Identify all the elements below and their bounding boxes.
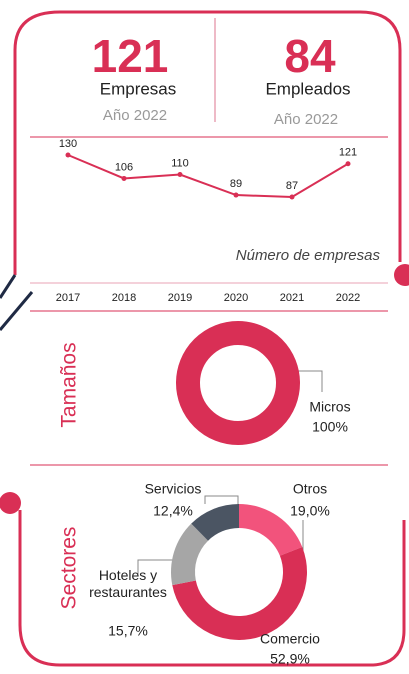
category-label: Hoteles y restaurantes <box>89 567 167 600</box>
frame-bottom <box>18 510 406 667</box>
section-title: Sectores <box>58 527 81 610</box>
kpi-value: 121 <box>92 30 169 82</box>
donut-slice <box>172 546 307 641</box>
kpi-label: Empresas <box>100 79 177 98</box>
value-label: 15,7% <box>108 623 148 639</box>
x-tick-label: 2021 <box>280 292 304 304</box>
point <box>345 161 351 167</box>
frame-diagonal <box>0 291 34 331</box>
kpi-year: Año 2022 <box>103 107 167 124</box>
leader-line <box>137 559 178 574</box>
donut-slice <box>176 321 300 445</box>
data-label: 87 <box>286 180 298 192</box>
frame-top <box>13 10 402 275</box>
frame-diagonal <box>0 274 17 299</box>
category-label: Servicios <box>145 481 202 497</box>
x-tick-label: 2017 <box>56 292 80 304</box>
dot <box>0 492 21 514</box>
x-tick-label: 2019 <box>168 292 192 304</box>
point <box>177 172 183 178</box>
point <box>289 194 295 200</box>
category-label: Hoteles y restaurantes <box>89 567 167 600</box>
value-label: 19,0% <box>290 503 330 519</box>
data-label: 121 <box>339 147 357 159</box>
point <box>121 175 127 181</box>
category-label: Micros <box>309 399 350 415</box>
value-label: 12,4% <box>153 503 193 519</box>
data-label: 130 <box>59 138 77 150</box>
data-label: 110 <box>171 157 189 169</box>
donut-slice <box>171 523 209 586</box>
x-tick-label: 2018 <box>112 292 136 304</box>
annotation: Número de empresas <box>236 247 381 264</box>
line <box>67 154 349 199</box>
x-tick-label: 2020 <box>224 292 248 304</box>
kpi-year: Año 2022 <box>274 111 338 128</box>
leader-line <box>204 495 239 510</box>
kpi-value: 84 <box>284 30 336 82</box>
data-label: 106 <box>115 161 133 173</box>
donut-slice <box>191 504 239 541</box>
x-tick-label: 2022 <box>336 292 360 304</box>
value-label: 100% <box>312 419 348 435</box>
donut-slice <box>239 504 303 556</box>
dot <box>394 264 409 286</box>
category-label: Comercio <box>260 631 320 647</box>
point <box>233 192 239 198</box>
data-label: 89 <box>230 178 242 190</box>
value-label: 52,9% <box>270 651 310 667</box>
kpi-label: Empleados <box>265 79 350 98</box>
point <box>65 152 71 158</box>
category-label: Otros <box>293 481 327 497</box>
section-title: Tamaños <box>58 342 81 427</box>
